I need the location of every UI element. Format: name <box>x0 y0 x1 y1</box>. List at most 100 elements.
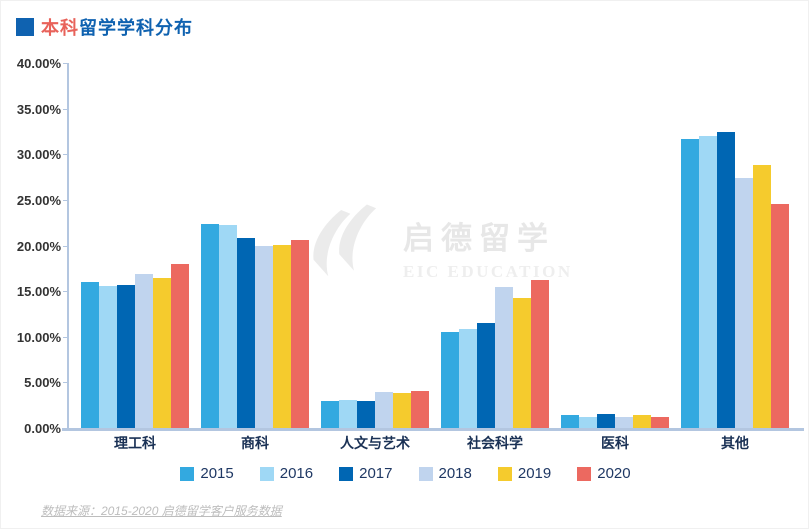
legend-label-2018: 2018 <box>438 465 472 482</box>
plot-area: 理工科 商科 人文与艺术 社会科学 医科 其他 <box>69 63 801 451</box>
y-axis-tick-mark <box>63 291 67 293</box>
y-axis-tick-mark <box>63 428 67 429</box>
bar-2016 <box>339 399 357 428</box>
chart-title-part1: 本科 <box>41 18 79 38</box>
bar-2019 <box>393 393 411 428</box>
legend-item-2015: 2015 <box>180 465 234 482</box>
eic-logo-icon <box>297 199 389 296</box>
x-axis-category-label: 商科 <box>241 435 269 451</box>
y-axis-tick-label: 20.00% <box>16 238 61 254</box>
y-axis-tick-mark <box>63 336 67 338</box>
watermark-text: 启德留学 EIC EDUCATION <box>403 213 573 282</box>
chart-title: 本科留学学科分布 <box>16 14 193 40</box>
bar-2019 <box>513 297 531 428</box>
x-axis-line <box>62 428 804 431</box>
bar-2016 <box>579 417 597 428</box>
bar-2018 <box>495 287 513 428</box>
bar-2018 <box>135 273 153 428</box>
watermark: 启德留学 EIC EDUCATION <box>297 199 573 296</box>
y-axis-tick-label: 5.00% <box>24 375 61 391</box>
bar-2020 <box>291 240 309 428</box>
y-axis-tick-label: 10.00% <box>16 329 61 345</box>
y-axis-line <box>67 63 69 431</box>
bar-2019 <box>753 165 771 428</box>
legend-swatch-2018 <box>418 466 433 481</box>
bar-2020 <box>531 280 549 428</box>
title-bullet-square <box>16 18 34 36</box>
bar-group-1: 理工科 <box>81 63 189 451</box>
legend: 2015 2016 2017 2018 2019 2020 <box>1 465 808 482</box>
bar-2016 <box>99 285 117 428</box>
x-axis-category-label: 医科 <box>601 435 629 451</box>
bar-group-4: 社会科学 <box>441 63 549 451</box>
bar-2017 <box>357 400 375 428</box>
bar-2017 <box>117 284 135 428</box>
legend-label-2017: 2017 <box>359 465 393 482</box>
legend-swatch-2017 <box>339 466 354 481</box>
y-axis-tick-mark <box>63 63 67 64</box>
legend-item-2020: 2020 <box>577 465 631 482</box>
y-axis-tick-label: 40.00% <box>16 56 61 71</box>
bar-2015 <box>201 223 219 428</box>
watermark-en: EIC EDUCATION <box>403 262 573 281</box>
bar-2020 <box>171 263 189 428</box>
bar-2019 <box>633 415 651 428</box>
bar-2015 <box>561 415 579 428</box>
bar-2017 <box>237 238 255 428</box>
legend-label-2020: 2020 <box>597 465 631 482</box>
bar-2015 <box>681 138 699 428</box>
y-axis-tick-label: 25.00% <box>16 192 61 208</box>
y-axis-tick-mark <box>63 245 67 247</box>
legend-swatch-2020 <box>577 466 592 481</box>
y-axis-tick-label: 15.00% <box>16 284 61 300</box>
bar-group-5: 医科 <box>561 63 669 451</box>
legend-item-2018: 2018 <box>418 465 472 482</box>
chart-title-text: 本科留学学科分布 <box>41 14 193 40</box>
bar-2016 <box>699 136 717 428</box>
source-note: 数据来源：2015-2020 启德留学客户服务数据 <box>41 504 282 518</box>
bar-2020 <box>411 390 429 428</box>
y-axis-tick-label: 30.00% <box>16 147 61 163</box>
bar-2018 <box>735 177 753 428</box>
y-axis-tick-mark <box>63 199 67 201</box>
y-axis-tick-mark <box>63 382 67 384</box>
bar-2019 <box>273 244 291 428</box>
bar-2019 <box>153 278 171 428</box>
bar-2015 <box>81 282 99 428</box>
bar-2017 <box>717 132 735 428</box>
legend-label-2016: 2016 <box>279 465 314 482</box>
legend-item-2019: 2019 <box>497 465 551 482</box>
bar-2018 <box>375 391 393 428</box>
y-axis-tick-label: 35.00% <box>16 101 61 117</box>
y-axis-tick-mark <box>63 154 67 156</box>
legend-swatch-2016 <box>259 466 274 481</box>
x-axis-category-label: 理工科 <box>114 435 156 451</box>
y-axis-tick-label: 0.00% <box>24 421 61 436</box>
bar-2017 <box>597 414 615 428</box>
bar-2015 <box>441 332 459 428</box>
bar-2016 <box>219 225 237 428</box>
bar-2018 <box>615 417 633 428</box>
legend-label-2015: 2015 <box>200 465 234 482</box>
legend-swatch-2019 <box>497 466 512 481</box>
bar-group-3: 人文与艺术 <box>321 63 429 451</box>
chart-title-part2: 留学学科分布 <box>79 18 193 38</box>
bar-group-6: 其他 <box>681 63 789 451</box>
legend-item-2016: 2016 <box>259 465 314 482</box>
bar-2018 <box>255 246 273 428</box>
x-axis-category-label: 人文与艺术 <box>340 435 410 451</box>
legend-swatch-2015 <box>180 466 195 481</box>
y-axis-tick-mark <box>63 108 67 110</box>
bar-2017 <box>477 323 495 428</box>
legend-item-2017: 2017 <box>339 465 393 482</box>
bar-2015 <box>321 400 339 428</box>
bar-2020 <box>771 203 789 428</box>
x-axis-category-label: 社会科学 <box>467 435 523 451</box>
bar-2020 <box>651 417 669 428</box>
x-axis-category-label: 其他 <box>721 435 749 451</box>
bar-2016 <box>459 329 477 428</box>
watermark-cn: 启德留学 <box>403 221 555 256</box>
y-axis-labels: 40.00% 35.00% 30.00% 25.00% 20.00% 15.00% 10.0… <box>1 56 61 436</box>
